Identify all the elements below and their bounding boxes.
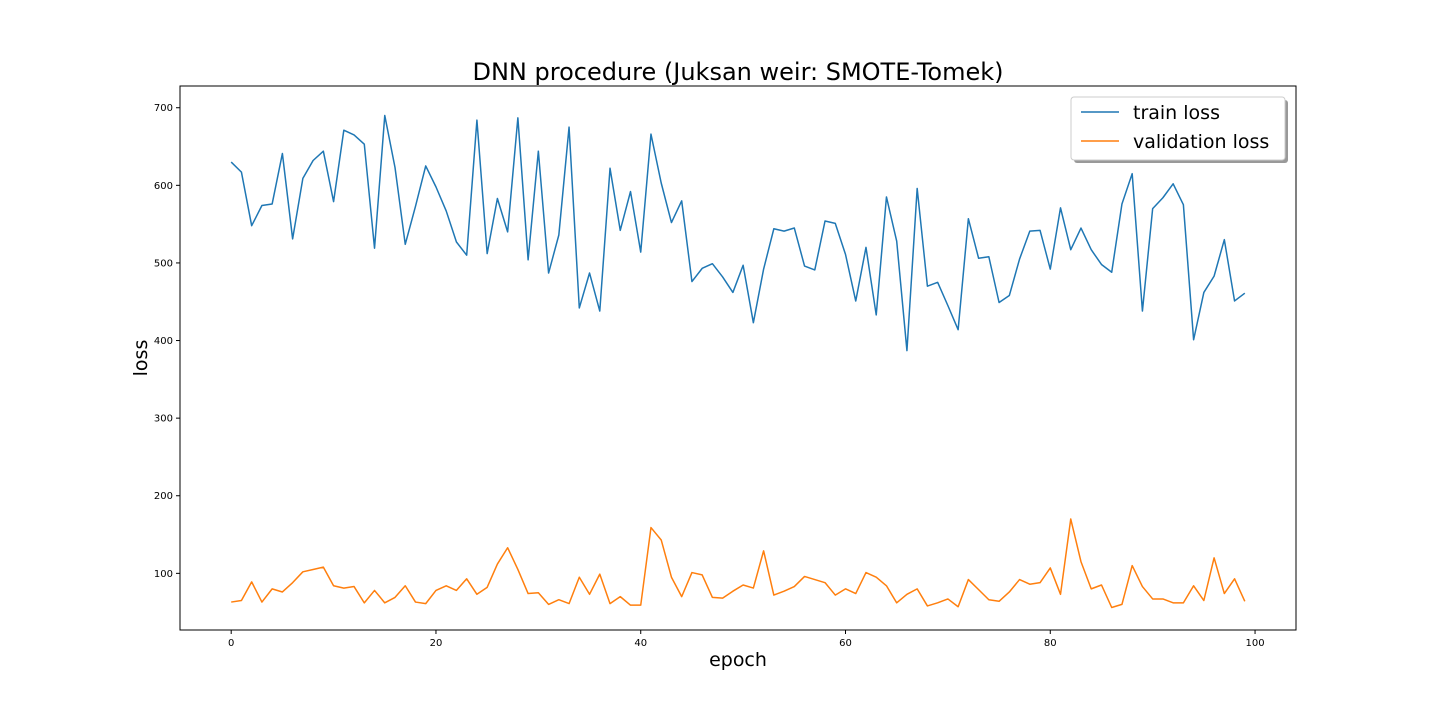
y-axis: 100 200 300 400 500 600 700: [154, 103, 180, 580]
y-tick-label: 600: [154, 181, 173, 192]
x-tick-label: 20: [430, 638, 443, 649]
series-line-train-loss: [230, 114, 1246, 352]
y-tick-label: 300: [154, 414, 173, 425]
legend: train loss validation loss: [1070, 96, 1288, 163]
legend-box: [1070, 96, 1286, 161]
plot-lines: [230, 114, 1246, 609]
x-axis-label: epoch: [709, 649, 767, 671]
legend-label-validation-loss: validation loss: [1133, 131, 1269, 153]
chart-title: DNN procedure (Juksan weir: SMOTE-Tomek): [472, 58, 1003, 86]
y-tick-label: 200: [154, 491, 173, 502]
plot-frame: [179, 85, 1297, 631]
x-tick-label: 40: [634, 638, 647, 649]
x-axis: 0 20 40 60 80 100: [228, 630, 1265, 649]
x-tick-label: 80: [1044, 638, 1057, 649]
x-tick-label: 100: [1245, 638, 1264, 649]
y-tick-label: 500: [154, 258, 173, 269]
legend-label-train-loss: train loss: [1133, 102, 1220, 124]
y-tick-label: 100: [154, 569, 173, 580]
series-line-validation-loss: [231, 518, 1246, 609]
y-tick-label: 700: [154, 103, 173, 114]
y-axis-label: loss: [130, 340, 152, 377]
y-tick-label: 400: [154, 336, 173, 347]
x-tick-label: 60: [839, 638, 852, 649]
x-tick-label: 0: [228, 638, 234, 649]
